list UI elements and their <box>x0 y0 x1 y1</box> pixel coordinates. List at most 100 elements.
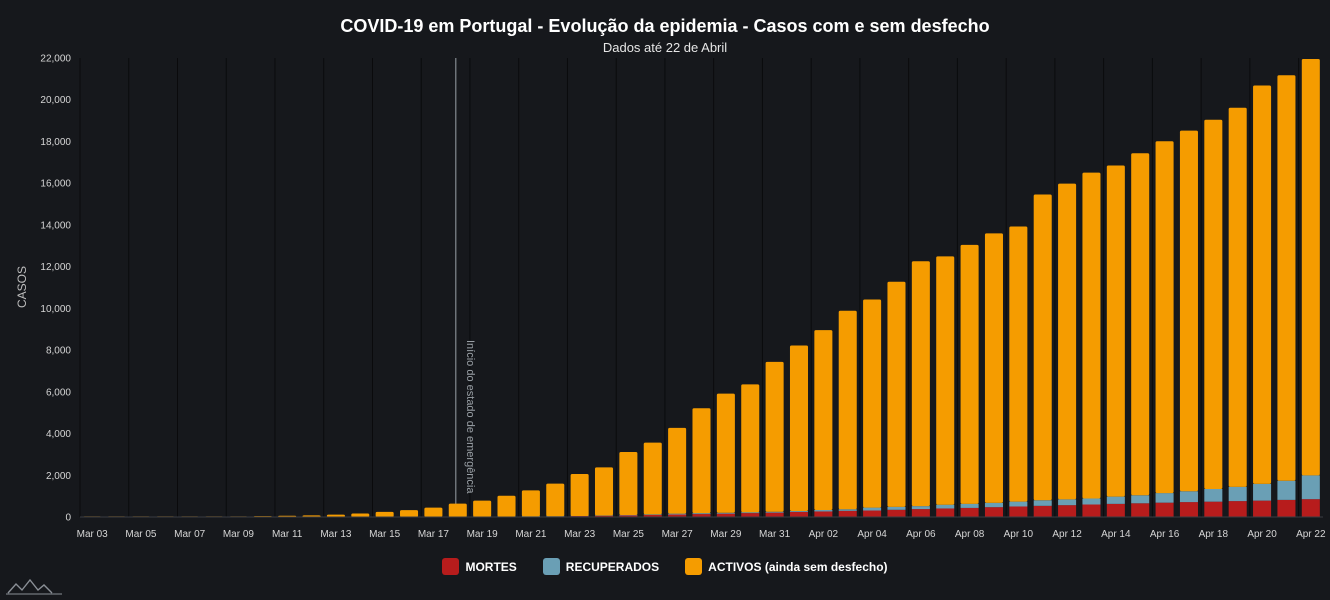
bar-recuperados-apr-21 <box>1277 480 1296 500</box>
bar-activos-apr-04 <box>863 299 882 508</box>
bar-activos-mar-21 <box>521 490 540 517</box>
x-tick-label: Apr 02 <box>809 529 839 540</box>
bar-activos-apr-20 <box>1253 85 1272 484</box>
x-tick-label: Mar 21 <box>515 529 547 540</box>
y-tick-label: 22,000 <box>40 54 71 65</box>
bar-activos-apr-09 <box>984 233 1003 503</box>
bar-activos-apr-10 <box>1009 226 1028 502</box>
x-tick-label: Mar 23 <box>564 529 596 540</box>
x-tick-label: Mar 19 <box>467 529 499 540</box>
chart-title: COVID-19 em Portugal - Evolução da epide… <box>340 16 990 36</box>
bar-activos-mar-29 <box>716 393 735 513</box>
x-tick-label: Apr 06 <box>906 529 936 540</box>
bar-recuperados-apr-04 <box>863 507 882 511</box>
bar-activos-mar-26 <box>643 442 662 515</box>
bar-activos-mar-15 <box>375 511 394 517</box>
bar-mortes-apr-06 <box>911 509 930 517</box>
bar-recuperados-apr-16 <box>1155 493 1174 503</box>
bar-activos-apr-06 <box>911 261 930 507</box>
y-tick-label: 8,000 <box>46 346 71 357</box>
bar-activos-mar-25 <box>619 451 638 515</box>
bar-activos-apr-02 <box>814 330 833 511</box>
bar-recuperados-apr-20 <box>1253 483 1272 501</box>
y-tick-label: 10,000 <box>40 304 71 315</box>
bar-activos-apr-01 <box>789 345 809 511</box>
x-tick-label: Mar 11 <box>272 529 303 540</box>
y-tick-label: 16,000 <box>40 179 71 190</box>
legend-swatch <box>442 558 460 575</box>
bar-activos-apr-13 <box>1082 172 1101 499</box>
bar-mortes-apr-16 <box>1155 502 1174 517</box>
bar-recuperados-apr-06 <box>911 506 930 510</box>
x-axis: Mar 03 Mar 05 Mar 07 Mar 09 Mar 11 Mar 13 Mar … <box>77 516 1326 540</box>
bar-recuperados-mar-25 <box>619 514 638 516</box>
x-tick-label: Mar 29 <box>710 529 742 540</box>
bar-recuperados-mar-31 <box>765 511 784 513</box>
legend-item-mortes[interactable]: MORTES <box>442 558 517 575</box>
x-tick-label: Mar 09 <box>223 529 255 540</box>
bar-recuperados-mar-28 <box>692 513 711 515</box>
bar-mortes-apr-01 <box>789 511 809 517</box>
bar-activos-apr-21 <box>1277 75 1296 481</box>
bar-mortes-mar-26 <box>643 514 662 517</box>
bar-activos-apr-08 <box>960 244 979 504</box>
chart-subtitle: Dados até 22 de Abril <box>602 40 728 55</box>
bar-activos-mar-27 <box>668 427 687 514</box>
x-tick-label: Apr 08 <box>955 529 985 540</box>
bar-activos-mar-23 <box>570 473 589 516</box>
y-tick-label: 6,000 <box>46 387 71 398</box>
bar-activos-apr-18 <box>1204 119 1223 489</box>
bar-recuperados-apr-19 <box>1228 486 1247 502</box>
bar-activos-apr-14 <box>1106 165 1125 497</box>
legend: MORTES RECUPERADOS ACTIVOS (ainda sem desf… <box>0 558 1330 575</box>
bar-mortes-apr-02 <box>814 511 833 517</box>
bar-mortes-apr-19 <box>1228 501 1247 517</box>
bar-activos-apr-22 <box>1301 58 1320 476</box>
bar-mortes-apr-04 <box>863 510 882 517</box>
bar-mortes-mar-29 <box>716 513 735 517</box>
x-tick-label: Mar 05 <box>125 529 157 540</box>
bar-activos-mar-16 <box>400 510 419 517</box>
bar-recuperados-apr-14 <box>1106 496 1125 504</box>
y-tick-label: 2,000 <box>46 471 71 482</box>
bar-recuperados-mar-27 <box>668 513 687 515</box>
y-tick-label: 14,000 <box>40 220 71 231</box>
x-tick-label: Mar 31 <box>759 529 791 540</box>
bar-activos-mar-24 <box>594 467 614 516</box>
y-tick-label: 12,000 <box>40 262 71 273</box>
bar-activos-mar-18 <box>448 503 467 517</box>
legend-item-activos[interactable]: ACTIVOS (ainda sem desfecho) <box>685 558 888 575</box>
bar-mortes-apr-21 <box>1277 499 1296 517</box>
x-tick-label: Mar 07 <box>174 529 206 540</box>
y-tick-label: 18,000 <box>40 137 71 148</box>
bar-recuperados-apr-02 <box>814 510 833 512</box>
annotation-label: Início do estado de emergência <box>464 340 476 494</box>
x-tick-label: Apr 12 <box>1052 529 1082 540</box>
x-tick-label: Apr 04 <box>857 529 887 540</box>
bar-recuperados-apr-11 <box>1033 500 1052 506</box>
bar-recuperados-apr-07 <box>936 504 955 509</box>
bar-activos-mar-13 <box>326 514 345 517</box>
bar-activos-mar-17 <box>424 507 443 517</box>
x-tick-label: Apr 14 <box>1101 529 1131 540</box>
bar-recuperados-mar-26 <box>643 514 662 515</box>
bar-mortes-mar-25 <box>619 515 638 517</box>
bar-mortes-mar-24 <box>594 515 614 517</box>
logo-icon <box>6 578 62 595</box>
y-tick-label: 20,000 <box>40 95 71 106</box>
legend-item-recuperados[interactable]: RECUPERADOS <box>542 558 659 575</box>
x-tick-label: Mar 13 <box>320 529 352 540</box>
legend-swatch <box>685 558 703 575</box>
bar-mortes-mar-27 <box>668 514 687 517</box>
x-tick-label: Apr 10 <box>1004 529 1034 540</box>
bar-activos-apr-19 <box>1228 107 1247 487</box>
legend-label: ACTIVOS (ainda sem desfecho) <box>708 559 888 574</box>
chart-area: Início do estado de emergência 0 2,000 4,0… <box>15 54 1326 541</box>
bar-mortes-mar-31 <box>765 512 784 517</box>
bar-activos-mar-31 <box>765 361 784 512</box>
x-tick-label: Mar 03 <box>77 529 109 540</box>
bar-activos-apr-07 <box>936 256 955 505</box>
bar-mortes-apr-07 <box>936 508 955 517</box>
bar-mortes-apr-12 <box>1058 505 1077 517</box>
x-tick-label: Mar 17 <box>418 529 450 540</box>
